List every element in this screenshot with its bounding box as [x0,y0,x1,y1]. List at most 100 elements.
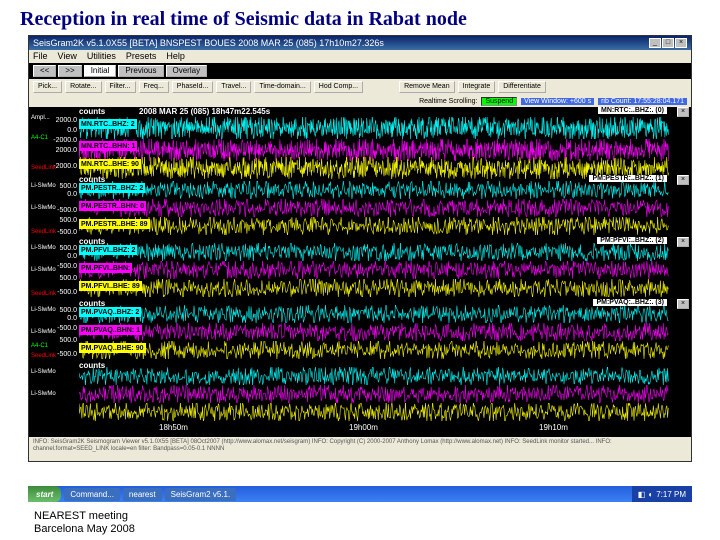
start-button[interactable]: start [28,486,61,502]
seismo-panel: PM:PVAQ:..BHZ:. (3)×counts500.00.0-500.0… [29,299,691,361]
side-label: Li-SlwMo [29,183,69,189]
log-area: INFO: SeisGram2K Seismogram Viewer v5.1.… [29,437,691,461]
waveform-trace [79,385,671,403]
side-label: A4-C1 [29,343,69,349]
tool-button[interactable]: Integrate [458,81,496,93]
side-label: Li-SlwMo [29,391,69,397]
app-window: SeisGram2K v5.1.0X55 [BETA] BNSPEST BOUE… [28,35,692,462]
side-label: Ampl... [29,115,69,121]
side-label: SeedLink [29,353,69,359]
trace-label: PM.PFVI..BHE: 89 [79,281,142,291]
titlebar-buttons: _ □ × [649,38,687,48]
tool-button[interactable]: Hod Comp... [314,81,363,93]
slide-footer: NEAREST meeting Barcelona May 2008 [34,510,135,536]
tool-button[interactable]: Pick... [33,81,62,93]
waveform-trace [79,117,671,139]
waveform-trace [79,305,671,323]
time-axis: 18h50m19h00m19h10m [29,423,691,437]
waveform-trace [79,157,671,179]
menubar: File View Utilities Presets Help [29,50,691,63]
side-label: Li-SlwMo [29,205,69,211]
seismogram-area[interactable]: MN:RTC:..BHZ:. (0)×counts2008 MAR 25 (08… [29,107,691,437]
waveform-trace [79,279,671,297]
side-label: Li-SlwMo [29,245,69,251]
trace-label: MN.RTC..BHE: 90 [79,159,141,169]
tool-button[interactable]: Rotate... [65,81,101,93]
tray-icon: ◐ [648,490,653,499]
taskbar-item[interactable]: SeisGram2 v5.1. [165,488,237,501]
nav-button[interactable]: Initial [84,65,117,77]
system-tray[interactable]: ◧ ◐ 7:17 PM [632,486,692,502]
y-tick: 0.0 [49,191,77,198]
panel-close-button[interactable]: × [677,175,689,185]
waveform-trace [79,181,671,199]
taskbar: start Command...nearestSeisGram2 v5.1. ◧… [28,486,692,502]
panel-close-button[interactable]: × [677,107,689,117]
panel-header: PM:PFVI:..BHZ:. (2) [597,237,667,244]
counts-label: counts [79,299,105,308]
tool-button[interactable]: Travel... [216,81,251,93]
window-title: SeisGram2K v5.1.0X55 [BETA] BNSPEST BOUE… [33,38,384,48]
tray-icon: ◧ [638,490,646,499]
time-tick: 19h10m [539,423,568,432]
seismo-panel: MN:RTC:..BHZ:. (0)×counts2008 MAR 25 (08… [29,107,691,175]
waveform-trace [79,199,671,217]
trace-label: PM.PVAQ..BHN: 1 [79,325,142,335]
counts-label: counts [79,175,105,184]
tool-button[interactable]: Remove Mean [399,81,455,93]
y-tick: 0.0 [49,253,77,260]
trace-label: PM.PFVI..BHZ: 2 [79,245,137,255]
panel-close-button[interactable]: × [677,237,689,247]
nav-button[interactable]: >> [58,65,81,77]
maximize-button[interactable]: □ [662,38,674,48]
tool-button[interactable]: Filter... [105,81,136,93]
y-tick: 0.0 [49,315,77,322]
tool-button[interactable]: Differentiate [498,81,546,93]
tool-button[interactable]: PhaseId... [172,81,214,93]
menu-utilities[interactable]: Utilities [87,51,116,62]
panel-header: PM:PVAQ:..BHZ:. (3) [593,299,667,306]
y-tick: 500.0 [49,217,77,224]
tool-button[interactable]: Freq... [139,81,169,93]
menu-help[interactable]: Help [166,51,185,62]
menu-presets[interactable]: Presets [126,51,157,62]
waveform-trace [79,323,671,341]
footer-line1: NEAREST meeting [34,510,135,523]
waveform-trace [79,243,671,261]
window-info: View Window: +600 s [521,98,594,105]
count-info: rib Count: 17:55:28:04.171 [598,98,687,105]
time-tick: 18h50m [159,423,188,432]
nav-button[interactable]: << [33,65,56,77]
y-tick: 2000.0 [49,147,77,154]
trace-label: PM.PVAQ..BHE: 90 [79,343,146,353]
taskbar-item[interactable]: nearest [123,488,162,501]
side-label: Li-SlwMo [29,329,69,335]
side-label: Li-SlwMo [29,307,69,313]
tray-time: 7:17 PM [656,490,686,499]
menu-view[interactable]: View [58,51,77,62]
trace-label: MN.RTC..BHZ: 2 [79,119,137,129]
side-label: SeedLink [29,165,69,171]
y-tick: 500.0 [49,275,77,282]
waveform-trace [79,341,671,359]
seismo-panel: PM:PESTR:..BHZ:. (1)×counts500.00.0-500.… [29,175,691,237]
minimize-button[interactable]: _ [649,38,661,48]
trace-label: PM.PESTR..BHE: 89 [79,219,150,229]
scroll-label: Realtime Scrolling: [419,98,477,105]
footer-line2: Barcelona May 2008 [34,523,135,536]
close-button[interactable]: × [675,38,687,48]
nav-button[interactable]: Overlay [166,65,208,77]
taskbar-item[interactable]: Command... [64,488,120,501]
panel-close-button[interactable]: × [677,299,689,309]
trace-label: MN.RTC..BHN: 1 [79,141,137,151]
menu-file[interactable]: File [33,51,48,62]
nav-button[interactable]: Previous [118,65,163,77]
tool-button[interactable]: Time-domain... [254,81,310,93]
side-label: Li-SlwMo [29,369,69,375]
trace-label: PM.PVAQ..BHZ: 2 [79,307,141,317]
titlebar: SeisGram2K v5.1.0X55 [BETA] BNSPEST BOUE… [29,36,691,50]
y-tick: 0.0 [49,127,77,134]
waveform-trace [79,217,671,235]
trace-label: PM.PFVI..BHN: [79,263,132,273]
scroll-status-button[interactable]: Suspend [481,97,517,106]
